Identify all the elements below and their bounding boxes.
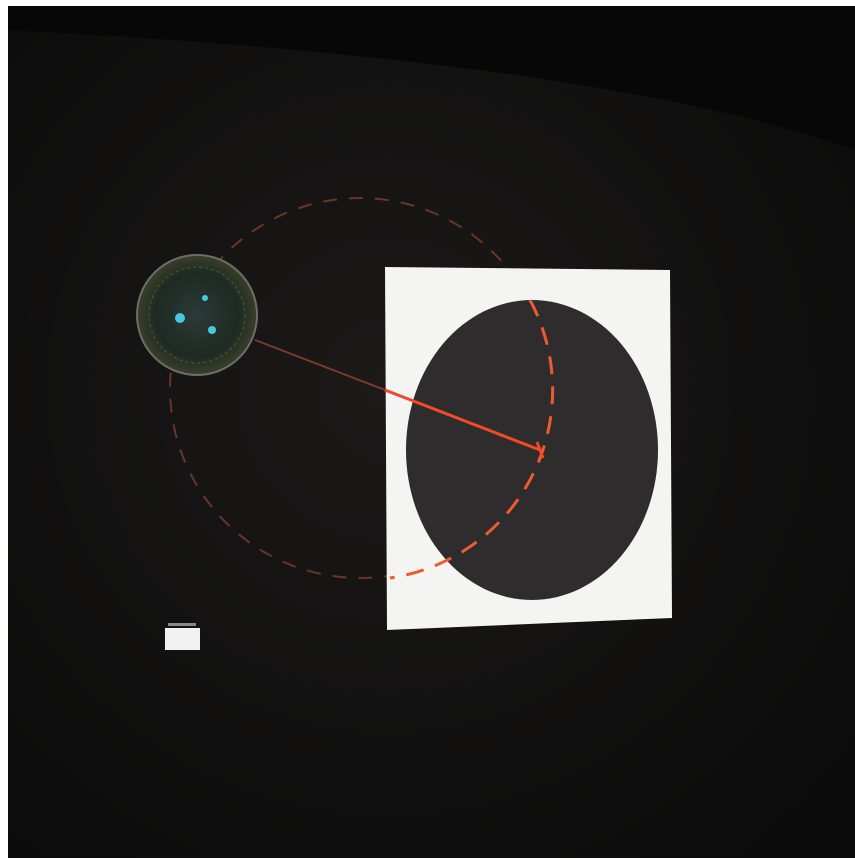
orb-light [175, 313, 185, 323]
dark-disc [406, 300, 658, 600]
orb-light [208, 326, 216, 334]
screen-stand [168, 623, 196, 626]
orb [137, 255, 257, 375]
page [0, 0, 855, 860]
orb-light [202, 295, 208, 301]
scene [0, 0, 855, 860]
small-screen [165, 628, 200, 650]
